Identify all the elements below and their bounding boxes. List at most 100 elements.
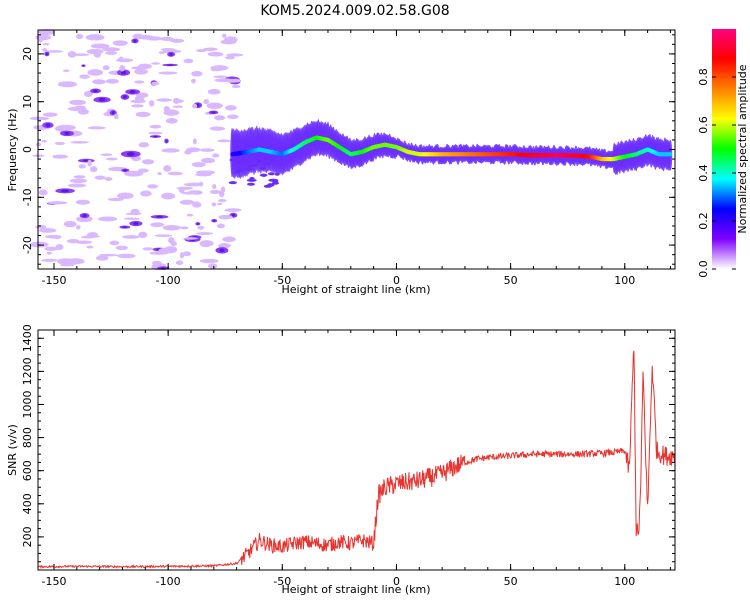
noise-blob (119, 64, 126, 72)
noise-blob (89, 166, 98, 173)
noise-blob (220, 186, 226, 193)
noise-blob (163, 165, 172, 172)
noise-blob (131, 66, 147, 70)
colorbar-tick-label: 0.6 (697, 116, 710, 134)
spectrogram-ridge (230, 119, 673, 180)
noise-blob (113, 113, 119, 120)
noise-blob (157, 172, 162, 176)
noise-blob-core (129, 90, 136, 94)
noise-blob (165, 118, 178, 124)
noise-blob (135, 111, 151, 118)
noise-blob (151, 62, 160, 65)
noise-blob (211, 202, 217, 207)
noise-blob (66, 239, 80, 244)
noise-blob-core (123, 95, 127, 99)
colorbar: 0.0 0.2 0.4 0.6 0.8 Normalized spectral ampl… (697, 29, 749, 278)
noise-blob (104, 177, 113, 181)
noise-blob-core (82, 214, 87, 218)
noise-blob (271, 181, 280, 185)
spectrogram-y-label: Frequency (Hz) (6, 109, 19, 192)
noise-blob (247, 182, 255, 186)
noise-blob (112, 40, 128, 46)
x-tick-label: 50 (504, 575, 518, 588)
noise-blob (218, 214, 233, 220)
noise-blob (130, 208, 140, 215)
noise-blob (227, 114, 239, 120)
noise-blob (209, 189, 222, 194)
noise-blob (138, 142, 150, 148)
noise-blob (199, 258, 219, 264)
noise-blob (83, 91, 93, 98)
noise-blob (198, 181, 204, 187)
noise-blob (191, 78, 196, 84)
noise-blob (75, 199, 90, 205)
noise-blob (216, 202, 223, 206)
noise-blob (154, 234, 173, 237)
noise-blob (55, 244, 64, 251)
colorbar-label: Normalized spectral amplitude (736, 64, 749, 233)
noise-blob (137, 168, 149, 173)
noise-blob-core (153, 135, 158, 138)
noise-blob-core (45, 52, 48, 56)
noise-blob (222, 236, 236, 243)
noise-blob (225, 55, 235, 60)
noise-blob (56, 124, 76, 131)
noise-blob (197, 225, 205, 230)
noise-blob-core (166, 64, 174, 66)
noise-blob (150, 222, 165, 227)
y-tick-label: 600 (21, 460, 34, 481)
noise-blob (151, 81, 160, 86)
noise-blob-core (231, 213, 235, 217)
noise-blob (226, 53, 244, 57)
noise-blob (109, 240, 120, 246)
y-tick-label: 800 (21, 427, 34, 448)
noise-blob (183, 182, 204, 187)
noise-blob (42, 112, 58, 117)
noise-blob (77, 108, 90, 115)
noise-blob (179, 226, 189, 230)
x-tick-label: -150 (41, 575, 66, 588)
noise-blob (104, 51, 118, 55)
noise-blob-core (122, 226, 128, 229)
noise-blob (42, 42, 50, 46)
noise-blob (191, 70, 203, 77)
noise-blob (94, 175, 106, 180)
snr-x-label: Height of straight line (km) (281, 583, 430, 596)
x-tick-label: 0 (393, 575, 400, 588)
noise-blob-core (126, 152, 135, 157)
noise-blob (213, 75, 228, 78)
noise-blob (210, 68, 222, 72)
noise-blob (224, 208, 242, 212)
ridge-core (668, 152, 673, 157)
noise-blob (218, 243, 231, 249)
noise-blob-core (98, 97, 106, 102)
noise-blob (158, 71, 178, 75)
noise-blob (192, 103, 198, 109)
noise-blob (35, 34, 51, 41)
noise-blob (214, 115, 226, 121)
noise-blob (107, 197, 124, 202)
noise-blob (175, 260, 184, 266)
noise-blob (220, 39, 237, 45)
noise-blob (249, 176, 255, 180)
noise-blob (46, 251, 52, 255)
noise-blob (123, 170, 144, 177)
noise-blob (179, 199, 195, 205)
noise-blob (69, 99, 87, 105)
snr-panel: -150 -100 -50 0 50 100 200 400 600 800 1000 1200 14… (6, 324, 676, 596)
x-tick-label: -50 (273, 575, 291, 588)
noise-blob (178, 187, 185, 194)
noise-blob (148, 100, 155, 107)
noise-blob (90, 43, 110, 49)
snr-background (38, 330, 675, 570)
noise-blob (191, 161, 206, 168)
noise-blob (156, 98, 172, 102)
noise-blob (172, 105, 184, 108)
spectrogram-x-ticks: -150 -100 -50 0 50 100 (41, 30, 671, 287)
noise-blob (138, 231, 148, 239)
noise-blob (75, 225, 81, 230)
noise-blob (47, 50, 63, 53)
snr-x-ticks: -150 -100 -50 0 50 100 (41, 330, 671, 588)
y-tick-label: -20 (21, 236, 34, 254)
